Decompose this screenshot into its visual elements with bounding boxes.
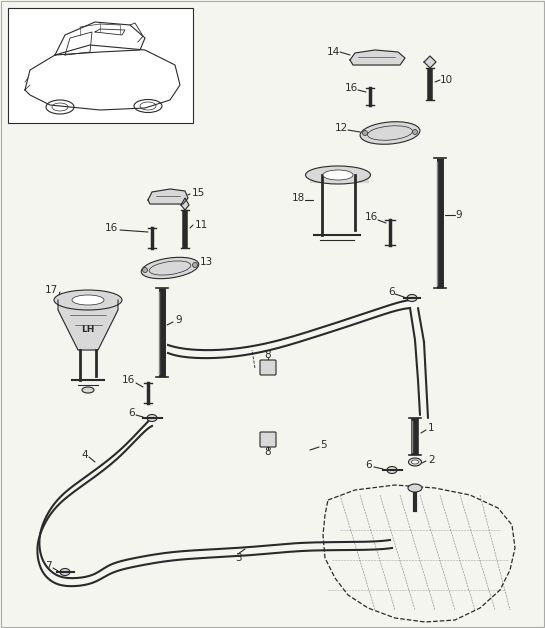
Text: 4: 4	[81, 450, 88, 460]
Ellipse shape	[323, 170, 353, 180]
Polygon shape	[148, 189, 188, 204]
Text: 12: 12	[335, 123, 348, 133]
Text: 16: 16	[122, 375, 135, 385]
Text: 18: 18	[292, 193, 305, 203]
Ellipse shape	[46, 100, 74, 114]
Polygon shape	[310, 175, 368, 182]
FancyBboxPatch shape	[260, 432, 276, 447]
Text: 8: 8	[265, 447, 271, 457]
Text: 6: 6	[365, 460, 372, 470]
Ellipse shape	[360, 122, 420, 144]
Text: 9: 9	[455, 210, 462, 220]
Ellipse shape	[306, 166, 371, 184]
Ellipse shape	[141, 257, 199, 279]
Ellipse shape	[142, 268, 148, 273]
Text: 15: 15	[192, 188, 205, 198]
Ellipse shape	[54, 290, 122, 310]
Text: 1: 1	[428, 423, 434, 433]
Text: 17: 17	[45, 285, 58, 295]
Ellipse shape	[134, 99, 162, 112]
Ellipse shape	[408, 484, 422, 492]
Ellipse shape	[60, 568, 70, 575]
Polygon shape	[58, 300, 118, 350]
Ellipse shape	[387, 467, 397, 474]
Ellipse shape	[409, 458, 421, 466]
Text: 8: 8	[265, 350, 271, 360]
Ellipse shape	[413, 129, 417, 134]
Text: 13: 13	[200, 257, 213, 267]
Text: 6: 6	[129, 408, 135, 418]
Text: 16: 16	[365, 212, 378, 222]
Ellipse shape	[192, 263, 197, 268]
Ellipse shape	[407, 295, 417, 301]
Ellipse shape	[82, 387, 94, 393]
Text: 10: 10	[440, 75, 453, 85]
Text: LH: LH	[81, 325, 95, 335]
Bar	[8, 8, 193, 123]
Text: 5: 5	[320, 440, 326, 450]
Ellipse shape	[72, 295, 104, 305]
Text: 11: 11	[195, 220, 208, 230]
Polygon shape	[350, 50, 405, 65]
FancyBboxPatch shape	[260, 360, 276, 375]
Ellipse shape	[147, 414, 157, 421]
Text: 3: 3	[235, 553, 241, 563]
Polygon shape	[181, 198, 189, 210]
Text: 14: 14	[327, 47, 340, 57]
Text: 6: 6	[389, 287, 395, 297]
Text: 16: 16	[105, 223, 118, 233]
Ellipse shape	[362, 131, 367, 136]
Ellipse shape	[411, 460, 419, 464]
Text: 2: 2	[428, 455, 434, 465]
Text: 7: 7	[45, 561, 52, 571]
Polygon shape	[424, 56, 436, 68]
Text: 9: 9	[175, 315, 181, 325]
Text: 16: 16	[345, 83, 358, 93]
